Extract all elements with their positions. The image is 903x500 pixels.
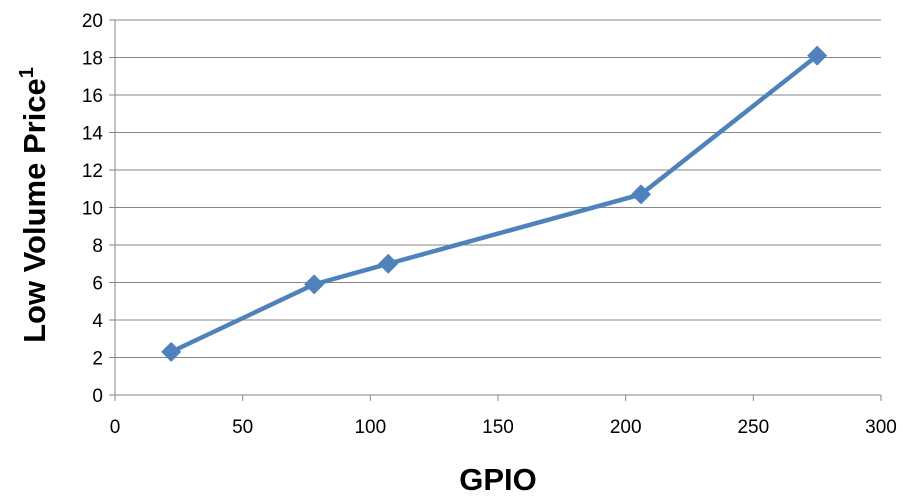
data-point-marker bbox=[304, 274, 325, 295]
y-tick-label: 6 bbox=[92, 274, 103, 295]
y-axis-title-text: Low Volume Price bbox=[17, 78, 52, 343]
x-tick-label: 150 bbox=[482, 417, 514, 438]
data-point-marker bbox=[630, 184, 651, 205]
y-tick-label: 14 bbox=[82, 124, 104, 145]
y-tick-label: 10 bbox=[82, 199, 103, 220]
y-tick-label: 0 bbox=[92, 386, 103, 407]
y-tick-label: 8 bbox=[92, 236, 103, 257]
gridlines bbox=[115, 19, 881, 358]
series-layer bbox=[161, 45, 828, 362]
x-tick-label: 0 bbox=[110, 417, 121, 438]
data-point-marker bbox=[807, 45, 828, 66]
y-tick-label: 18 bbox=[82, 49, 103, 70]
y-tick-label: 12 bbox=[82, 161, 103, 182]
x-tick-labels: 0 50 100 150 200 250 300 bbox=[110, 417, 897, 438]
y-axis-title-superscript: 1 bbox=[16, 67, 38, 78]
x-tick-label: 300 bbox=[865, 417, 897, 438]
y-tick-label: 16 bbox=[82, 86, 103, 107]
y-tick-label: 4 bbox=[92, 311, 103, 332]
x-axis-title: GPIO bbox=[459, 462, 537, 495]
data-point-marker bbox=[378, 253, 399, 274]
x-tick-label: 250 bbox=[737, 417, 769, 438]
x-tick-label: 100 bbox=[354, 417, 386, 438]
x-tick-label: 50 bbox=[232, 417, 253, 438]
x-tick-label: 200 bbox=[610, 417, 642, 438]
data-point-marker bbox=[161, 341, 182, 362]
y-tick-label: 2 bbox=[92, 349, 103, 370]
y-axis-title: Low Volume Price1 bbox=[16, 67, 52, 343]
y-tick-label: 20 bbox=[82, 11, 103, 32]
series-line-0 bbox=[168, 53, 820, 355]
axes bbox=[109, 19, 882, 401]
y-tick-labels: 0 2 4 6 8 10 12 14 16 18 20 bbox=[82, 11, 104, 407]
